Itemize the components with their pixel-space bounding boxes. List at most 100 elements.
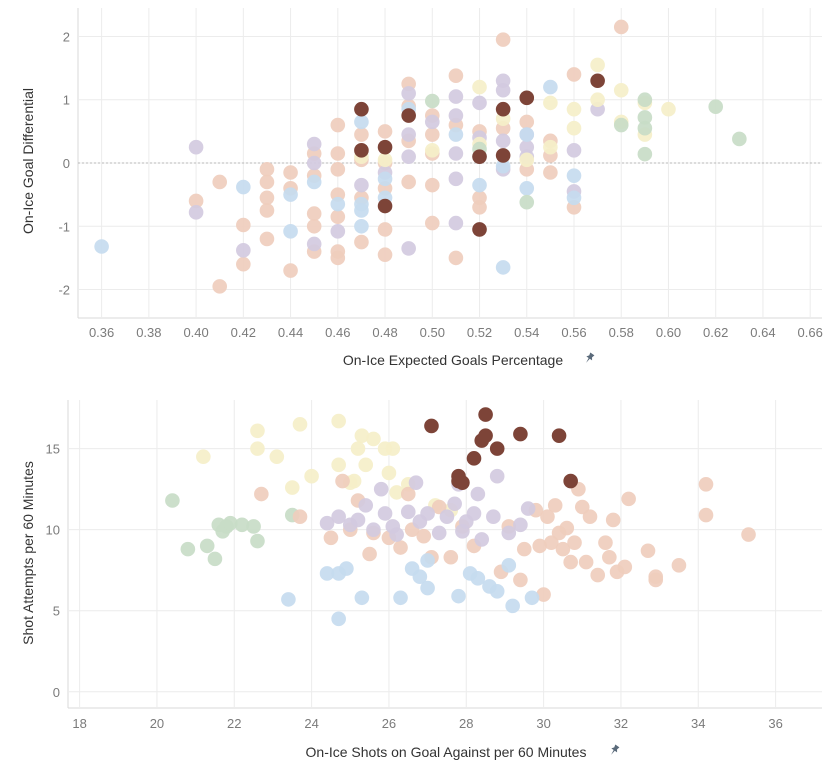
data-point-peach[interactable]	[671, 558, 687, 573]
data-point-dark[interactable]	[478, 428, 493, 443]
data-point-blue[interactable]	[495, 158, 511, 174]
data-point-green[interactable]	[180, 541, 196, 557]
data-point-peach[interactable]	[574, 499, 590, 515]
data-point-dark[interactable]	[424, 418, 439, 434]
data-point-lavender[interactable]	[188, 139, 204, 155]
data-point-green[interactable]	[708, 99, 724, 114]
data-point-blue[interactable]	[330, 196, 346, 212]
data-point-lavender[interactable]	[447, 496, 462, 512]
data-point-blue[interactable]	[283, 224, 298, 239]
data-point-yellow[interactable]	[389, 485, 404, 500]
data-point-lavender[interactable]	[472, 95, 487, 111]
data-point-peach[interactable]	[330, 117, 346, 133]
data-point-blue[interactable]	[377, 171, 393, 187]
data-point-peach[interactable]	[544, 535, 559, 550]
data-point-peach[interactable]	[698, 507, 714, 523]
data-point-lavender[interactable]	[474, 532, 490, 547]
data-point-peach[interactable]	[330, 250, 346, 266]
data-point-peach[interactable]	[582, 509, 598, 525]
data-point-lavender[interactable]	[401, 241, 416, 256]
data-point-peach[interactable]	[323, 530, 339, 546]
data-point-blue[interactable]	[354, 218, 369, 234]
data-point-dark[interactable]	[354, 143, 369, 158]
data-point-green[interactable]	[637, 120, 653, 136]
data-point-dark[interactable]	[495, 101, 511, 117]
data-point-yellow[interactable]	[472, 79, 487, 95]
data-point-yellow[interactable]	[381, 465, 397, 481]
data-point-blue[interactable]	[519, 127, 535, 142]
data-point-green[interactable]	[234, 517, 250, 533]
data-point-blue[interactable]	[283, 187, 298, 202]
data-point-dark[interactable]	[401, 108, 416, 123]
data-point-lavender[interactable]	[566, 143, 582, 158]
data-point-blue[interactable]	[354, 590, 370, 606]
data-point-peach[interactable]	[335, 473, 350, 489]
data-point-blue[interactable]	[393, 590, 408, 606]
data-point-lavender[interactable]	[495, 82, 511, 98]
data-point-lavender[interactable]	[401, 127, 416, 142]
data-point-dark[interactable]	[377, 198, 393, 214]
data-point-peach[interactable]	[648, 572, 664, 588]
data-point-peach[interactable]	[443, 549, 459, 565]
data-point-yellow[interactable]	[424, 143, 440, 158]
data-point-yellow[interactable]	[354, 428, 370, 443]
data-point-peach[interactable]	[613, 19, 629, 35]
data-point-dark[interactable]	[466, 451, 482, 466]
data-point-peach[interactable]	[543, 165, 558, 180]
data-point-peach[interactable]	[566, 67, 582, 82]
data-point-peach[interactable]	[330, 146, 346, 161]
data-point-peach[interactable]	[602, 549, 617, 565]
data-point-blue[interactable]	[354, 114, 369, 130]
data-point-blue[interactable]	[281, 592, 296, 607]
data-point-lavender[interactable]	[448, 146, 464, 161]
data-point-yellow[interactable]	[519, 152, 535, 168]
data-point-peach[interactable]	[698, 476, 714, 492]
data-point-peach[interactable]	[259, 190, 275, 206]
data-point-yellow[interactable]	[284, 480, 300, 495]
data-point-dark[interactable]	[519, 90, 535, 106]
data-point-lavender[interactable]	[420, 506, 435, 521]
data-point-lavender[interactable]	[350, 512, 366, 528]
data-point-yellow[interactable]	[377, 152, 393, 168]
data-point-blue[interactable]	[495, 260, 511, 275]
data-point-yellow[interactable]	[661, 101, 676, 117]
data-point-blue[interactable]	[543, 79, 558, 95]
data-point-lavender[interactable]	[389, 527, 404, 542]
data-point-yellow[interactable]	[543, 95, 558, 111]
data-point-dark[interactable]	[377, 139, 393, 155]
data-point-blue[interactable]	[524, 590, 540, 606]
data-point-blue[interactable]	[306, 174, 322, 190]
data-point-peach[interactable]	[354, 127, 369, 142]
data-point-lavender[interactable]	[319, 515, 335, 531]
data-point-peach[interactable]	[306, 206, 322, 221]
data-point-lavender[interactable]	[401, 86, 416, 101]
data-point-lavender[interactable]	[448, 108, 464, 123]
data-point-lavender[interactable]	[448, 89, 464, 104]
data-point-blue[interactable]	[354, 203, 369, 218]
data-point-green[interactable]	[613, 117, 629, 133]
data-point-peach[interactable]	[259, 162, 275, 177]
data-point-peach[interactable]	[559, 520, 575, 536]
data-point-dark[interactable]	[489, 441, 505, 456]
data-point-lavender[interactable]	[306, 236, 322, 252]
data-point-peach[interactable]	[555, 541, 571, 557]
data-point-lavender[interactable]	[489, 468, 505, 484]
data-point-peach[interactable]	[495, 32, 511, 47]
data-point-dark[interactable]	[513, 426, 528, 442]
data-point-lavender[interactable]	[486, 509, 501, 525]
data-point-dark[interactable]	[495, 148, 511, 163]
data-point-peach[interactable]	[424, 215, 440, 231]
data-point-peach[interactable]	[640, 543, 656, 559]
data-point-lavender[interactable]	[424, 114, 440, 130]
data-point-green[interactable]	[207, 551, 223, 567]
data-point-blue[interactable]	[501, 558, 517, 573]
data-point-yellow[interactable]	[331, 413, 346, 429]
data-point-dark[interactable]	[455, 475, 470, 490]
data-point-dark[interactable]	[472, 222, 487, 237]
data-point-dark[interactable]	[590, 73, 605, 89]
data-point-lavender[interactable]	[366, 522, 381, 537]
data-point-peach[interactable]	[621, 491, 636, 507]
data-point-lavender[interactable]	[401, 149, 416, 164]
data-point-green[interactable]	[246, 519, 261, 534]
data-point-peach[interactable]	[513, 572, 528, 588]
